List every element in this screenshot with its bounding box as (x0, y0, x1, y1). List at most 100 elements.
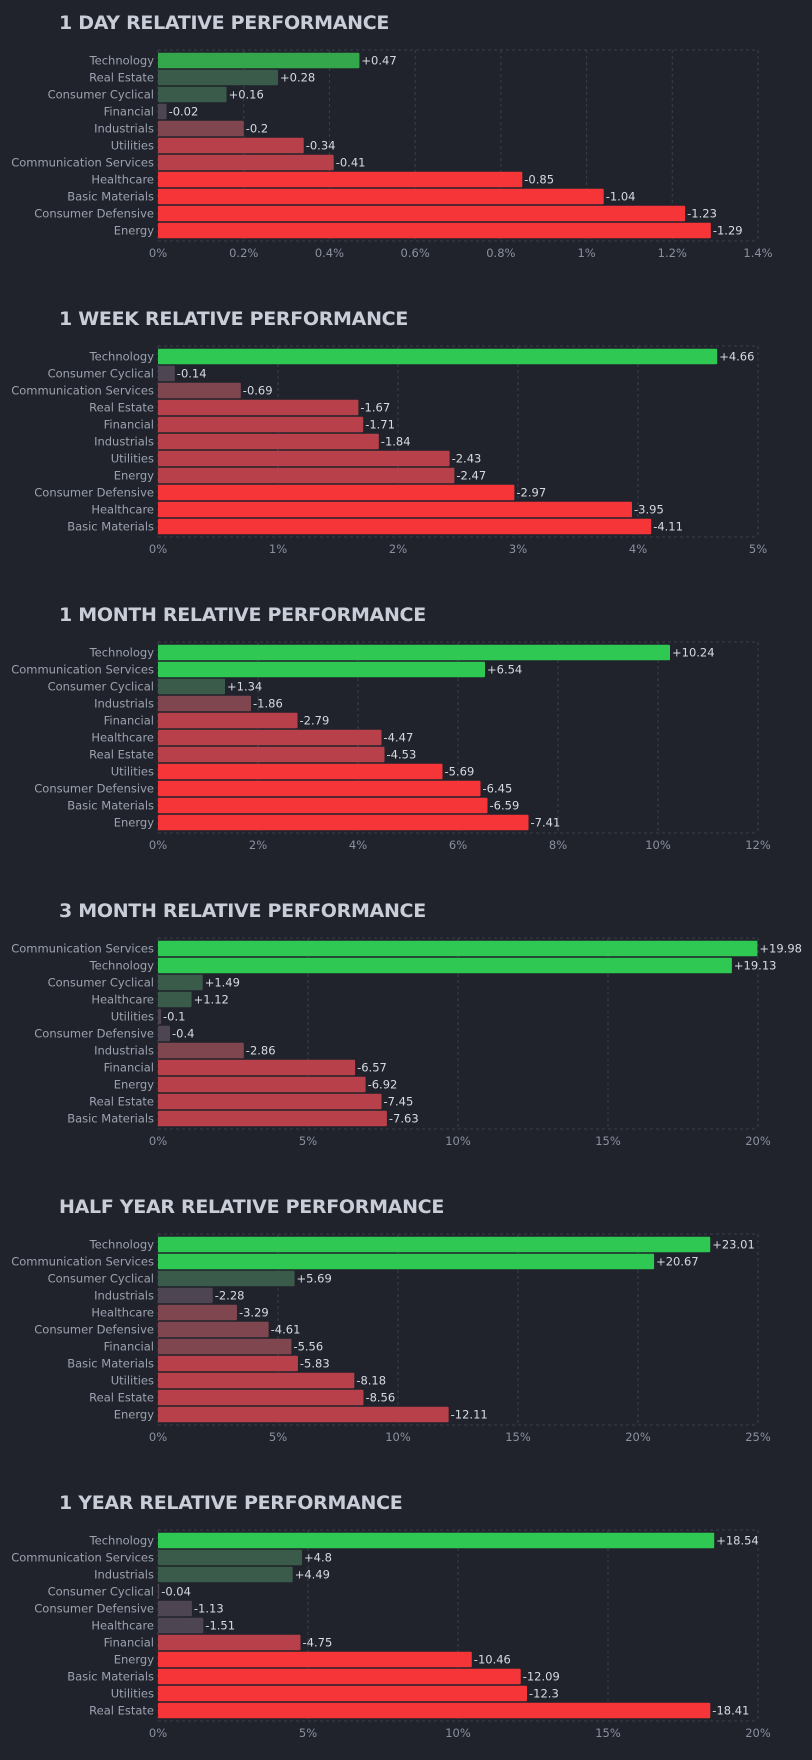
bar[interactable] (158, 382, 241, 399)
x-tick-label: 10% (385, 1430, 411, 1444)
bar[interactable] (158, 661, 485, 678)
bar[interactable] (158, 974, 203, 991)
bar[interactable] (158, 729, 382, 746)
bar[interactable] (158, 1532, 715, 1549)
value-label: -8.56 (365, 1391, 395, 1405)
chart-panel: 1 YEAR RELATIVE PERFORMANCE Technology +18… (0, 1480, 812, 1760)
bar[interactable] (158, 518, 652, 535)
bar[interactable] (158, 1549, 302, 1566)
x-tick-label: 20% (625, 1430, 651, 1444)
bar[interactable] (158, 137, 304, 154)
bar[interactable] (158, 780, 481, 797)
x-tick-label: 10% (445, 1134, 471, 1148)
bar[interactable] (158, 678, 225, 695)
bar[interactable] (158, 1236, 711, 1253)
bar[interactable] (158, 120, 244, 137)
bar[interactable] (158, 450, 450, 467)
bar[interactable] (158, 1304, 237, 1321)
bar[interactable] (158, 416, 364, 433)
category-label: Communication Services (11, 1551, 154, 1565)
bar[interactable] (158, 1372, 355, 1389)
x-tick-label: 10% (445, 1726, 471, 1740)
bar-chart: Technology +23.01 Communication Services +2… (11, 1233, 771, 1444)
bar[interactable] (158, 1076, 366, 1093)
bar[interactable] (158, 1389, 364, 1406)
chart-panel: 1 WEEK RELATIVE PERFORMANCE Technology +4.… (0, 296, 812, 592)
bar[interactable] (158, 814, 529, 831)
bar[interactable] (158, 1008, 161, 1025)
bar[interactable] (158, 365, 175, 382)
bar[interactable] (158, 1651, 472, 1668)
category-label: Industrials (94, 122, 154, 136)
bar[interactable] (158, 1406, 449, 1423)
bar[interactable] (158, 1093, 382, 1110)
bar[interactable] (158, 171, 523, 188)
value-label: +18.54 (716, 1534, 759, 1548)
category-label: Healthcare (91, 503, 154, 517)
bar[interactable] (158, 1042, 244, 1059)
bar[interactable] (158, 484, 515, 501)
bar-chart: Technology +18.54 Communication Services +4… (11, 1529, 771, 1740)
bar[interactable] (158, 1566, 293, 1583)
category-label: Energy (114, 1408, 154, 1422)
category-label: Utilities (111, 1010, 154, 1024)
value-label: -0.14 (177, 367, 207, 381)
value-label: -0.4 (172, 1027, 194, 1041)
bar[interactable] (158, 763, 443, 780)
bar-chart: Technology +10.24 Communication Services +6… (11, 641, 771, 852)
bar[interactable] (158, 644, 670, 661)
bar[interactable] (158, 1685, 527, 1702)
value-label: -12.09 (523, 1670, 560, 1684)
bar[interactable] (158, 1059, 356, 1076)
bar[interactable] (158, 695, 251, 712)
category-label: Financial (104, 1061, 154, 1075)
value-label: +19.13 (734, 959, 777, 973)
value-label: -1.04 (606, 190, 636, 204)
bar[interactable] (158, 1110, 387, 1127)
value-label: -4.11 (653, 520, 683, 534)
category-label: Utilities (111, 139, 154, 153)
bar[interactable] (158, 1025, 170, 1042)
bar[interactable] (158, 746, 385, 763)
category-label: Utilities (111, 1374, 154, 1388)
bar[interactable] (158, 957, 732, 974)
bar[interactable] (158, 1617, 204, 1634)
bar[interactable] (158, 399, 359, 416)
bar[interactable] (158, 1253, 655, 1270)
bar[interactable] (158, 991, 192, 1008)
bar[interactable] (158, 154, 334, 171)
bar[interactable] (158, 1583, 160, 1600)
value-label: -1.29 (713, 224, 743, 238)
bar[interactable] (158, 1270, 295, 1287)
bar[interactable] (158, 1287, 213, 1304)
bar[interactable] (158, 501, 632, 518)
bar[interactable] (158, 205, 686, 222)
bar[interactable] (158, 1600, 192, 1617)
bar[interactable] (158, 712, 298, 729)
bar[interactable] (158, 348, 718, 365)
bar[interactable] (158, 433, 379, 450)
category-label: Consumer Cyclical (48, 88, 154, 102)
category-label: Utilities (111, 1687, 154, 1701)
bar[interactable] (158, 1355, 298, 1372)
bar[interactable] (158, 69, 278, 86)
bar[interactable] (158, 222, 711, 239)
bar[interactable] (158, 52, 360, 69)
x-tick-label: 0% (149, 1134, 167, 1148)
bar[interactable] (158, 1634, 301, 1651)
value-label: -5.69 (445, 765, 475, 779)
bar[interactable] (158, 940, 758, 957)
bar[interactable] (158, 797, 488, 814)
bar[interactable] (158, 1668, 521, 1685)
x-tick-label: 10% (645, 838, 671, 852)
bar[interactable] (158, 188, 604, 205)
bar[interactable] (158, 1321, 269, 1338)
chart-title: 1 DAY RELATIVE PERFORMANCE (59, 12, 390, 34)
bar[interactable] (158, 467, 455, 484)
bar[interactable] (158, 86, 227, 103)
bar[interactable] (158, 103, 167, 120)
bar[interactable] (158, 1702, 711, 1719)
category-label: Basic Materials (67, 1670, 154, 1684)
bar[interactable] (158, 1338, 292, 1355)
category-label: Consumer Defensive (34, 486, 154, 500)
